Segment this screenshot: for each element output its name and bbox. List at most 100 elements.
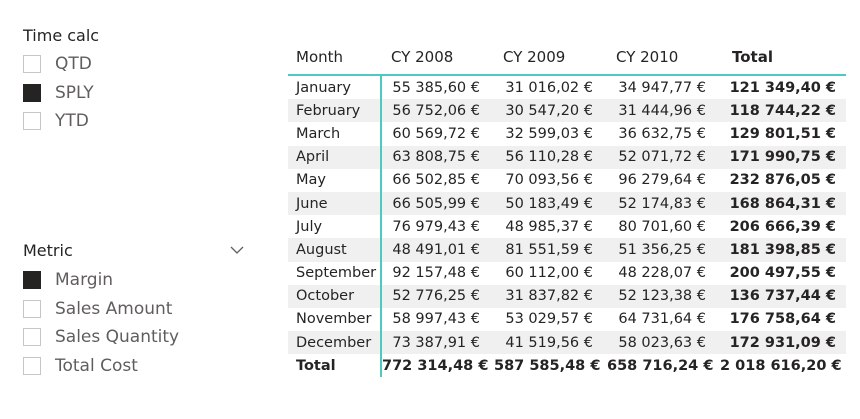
header-total[interactable]: Total bbox=[732, 48, 773, 66]
metric-slicer-header[interactable]: Metric bbox=[23, 239, 245, 261]
row-cy-2010: 96 279,64 € bbox=[618, 172, 706, 189]
row-total: 118 744,22 € bbox=[729, 102, 836, 119]
table-row: May 66 502,85 € 70 093,56 € 96 279,64 € 232 … bbox=[288, 168, 846, 192]
row-cy-2010: 52 174,83 € bbox=[618, 195, 706, 212]
metric-option-sales-amount[interactable]: Sales Amount bbox=[23, 295, 245, 324]
row-cy-2010: 80 701,60 € bbox=[618, 218, 706, 235]
header-cy-2008[interactable]: CY 2008 bbox=[391, 48, 454, 66]
table-row: March 60 569,72 € 32 599,03 € 36 632,75 € 12… bbox=[288, 122, 846, 146]
matrix-total-row: Total 772 314,48 € 587 585,48 € 658 716,… bbox=[288, 354, 846, 378]
row-cy-2009: 56 110,28 € bbox=[505, 149, 593, 166]
row-total: 172 931,09 € bbox=[729, 334, 836, 351]
time-calc-option-ytd[interactable]: YTD bbox=[23, 107, 245, 136]
row-month: September bbox=[288, 261, 382, 285]
checkbox[interactable] bbox=[23, 357, 41, 376]
header-cy-2010[interactable]: CY 2010 bbox=[616, 48, 679, 66]
row-month: November bbox=[288, 307, 382, 332]
row-cy-2009: 31 016,02 € bbox=[505, 79, 593, 96]
matrix-body: January 55 385,60 € 31 016,02 € 34 947,77 €… bbox=[288, 76, 846, 355]
table-row: June 66 505,99 € 50 183,49 € 52 174,83 € 168… bbox=[288, 191, 846, 216]
option-label: YTD bbox=[55, 111, 89, 132]
table-row: February 56 752,06 € 30 547,20 € 31 444,96 … bbox=[288, 99, 846, 123]
option-label: Margin bbox=[55, 270, 114, 291]
row-total: 171 990,75 € bbox=[729, 149, 836, 166]
row-cy-2009: 41 519,56 € bbox=[505, 334, 593, 351]
checkbox[interactable] bbox=[23, 299, 41, 318]
row-month: June bbox=[288, 191, 382, 216]
row-cy-2010: 36 632,75 € bbox=[618, 125, 706, 142]
checkbox[interactable] bbox=[23, 83, 41, 102]
row-cy-2008: 66 502,85 € bbox=[392, 172, 480, 189]
row-cy-2009: 53 029,57 € bbox=[505, 311, 593, 328]
row-cy-2008: 55 385,60 € bbox=[392, 79, 480, 96]
row-cy-2008: 56 752,06 € bbox=[392, 102, 480, 119]
metric-option-sales-quantity[interactable]: Sales Quantity bbox=[23, 323, 245, 352]
checkbox[interactable] bbox=[23, 112, 41, 131]
metric-slicer: Metric Margin Sales Amount Sales Quantit… bbox=[23, 239, 245, 380]
row-cy-2008: 66 505,99 € bbox=[392, 195, 480, 212]
row-cy-2009: 81 551,59 € bbox=[505, 241, 593, 258]
row-cy-2008: 63 808,75 € bbox=[392, 149, 480, 166]
row-month: May bbox=[288, 168, 382, 192]
row-total: 136 737,44 € bbox=[729, 288, 836, 305]
time-calc-slicer: Time calc QTD SPLY YTD bbox=[23, 24, 245, 136]
row-month: July bbox=[288, 215, 382, 239]
row-cy-2009: 30 547,20 € bbox=[505, 102, 593, 119]
row-cy-2009: 70 093,56 € bbox=[505, 172, 593, 189]
table-row: April 63 808,75 € 56 110,28 € 52 071,72 € 17… bbox=[288, 145, 846, 169]
row-cy-2010: 48 228,07 € bbox=[618, 265, 706, 282]
chevron-down-icon[interactable] bbox=[229, 242, 245, 258]
row-cy-2009: 32 599,03 € bbox=[505, 125, 593, 142]
time-calc-title: Time calc bbox=[23, 25, 100, 45]
total-cy-2010: 658 716,24 € bbox=[607, 357, 714, 374]
row-cy-2008: 58 997,43 € bbox=[392, 311, 480, 328]
row-cy-2010: 52 123,38 € bbox=[618, 288, 706, 305]
header-month[interactable]: Month bbox=[296, 48, 344, 66]
row-cy-2010: 31 444,96 € bbox=[618, 102, 706, 119]
row-month: August bbox=[288, 238, 382, 262]
row-month: October bbox=[288, 284, 382, 308]
row-month: January bbox=[288, 76, 382, 100]
checkbox[interactable] bbox=[23, 328, 41, 347]
row-cy-2010: 58 023,63 € bbox=[618, 334, 706, 351]
table-row: October 52 776,25 € 31 837,82 € 52 123,38 €… bbox=[288, 284, 846, 308]
row-cy-2010: 34 947,77 € bbox=[618, 79, 706, 96]
row-cy-2009: 31 837,82 € bbox=[505, 288, 593, 305]
total-grand: 2 018 616,20 € bbox=[720, 357, 842, 374]
metric-title: Metric bbox=[23, 240, 73, 260]
row-total: 200 497,55 € bbox=[729, 265, 836, 282]
option-label: SPLY bbox=[55, 82, 94, 103]
table-row: September 92 157,48 € 60 112,00 € 48 228,07… bbox=[288, 261, 846, 285]
option-label: Total Cost bbox=[55, 356, 138, 377]
table-row: January 55 385,60 € 31 016,02 € 34 947,77 €… bbox=[288, 76, 846, 100]
row-total: 206 666,39 € bbox=[729, 218, 836, 235]
row-total: 181 398,85 € bbox=[729, 241, 836, 258]
row-cy-2009: 50 183,49 € bbox=[505, 195, 593, 212]
row-month: April bbox=[288, 145, 382, 169]
option-label: Sales Quantity bbox=[55, 327, 180, 348]
row-cy-2008: 73 387,91 € bbox=[392, 334, 480, 351]
checkbox[interactable] bbox=[23, 55, 41, 74]
row-cy-2010: 52 071,72 € bbox=[618, 149, 706, 166]
row-cy-2008: 60 569,72 € bbox=[392, 125, 480, 142]
table-row: July 76 979,43 € 48 985,37 € 80 701,60 € 206… bbox=[288, 215, 846, 239]
checkbox[interactable] bbox=[23, 271, 41, 290]
table-row: December 73 387,91 € 41 519,56 € 58 023,63 … bbox=[288, 331, 846, 355]
row-cy-2010: 64 731,64 € bbox=[618, 311, 706, 328]
time-calc-option-qtd[interactable]: QTD bbox=[23, 50, 245, 79]
row-cy-2008: 76 979,43 € bbox=[392, 218, 480, 235]
table-row: August 48 491,01 € 81 551,59 € 51 356,25 € 1… bbox=[288, 238, 846, 262]
total-cy-2009: 587 585,48 € bbox=[494, 357, 601, 374]
table-row: November 58 997,43 € 53 029,57 € 64 731,64 … bbox=[288, 307, 846, 332]
metric-option-margin[interactable]: Margin bbox=[23, 266, 245, 295]
metric-option-total-cost[interactable]: Total Cost bbox=[23, 352, 245, 381]
option-label: QTD bbox=[55, 54, 92, 75]
row-total: 232 876,05 € bbox=[729, 172, 836, 189]
time-calc-option-sply[interactable]: SPLY bbox=[23, 79, 245, 108]
header-cy-2009[interactable]: CY 2009 bbox=[503, 48, 566, 66]
row-month: March bbox=[288, 122, 382, 146]
row-total: 168 864,31 € bbox=[729, 195, 836, 212]
matrix-header-row: Month CY 2008 CY 2009 CY 2010 Total bbox=[288, 40, 846, 76]
row-cy-2009: 60 112,00 € bbox=[505, 265, 593, 282]
row-cy-2008: 48 491,01 € bbox=[392, 241, 480, 258]
